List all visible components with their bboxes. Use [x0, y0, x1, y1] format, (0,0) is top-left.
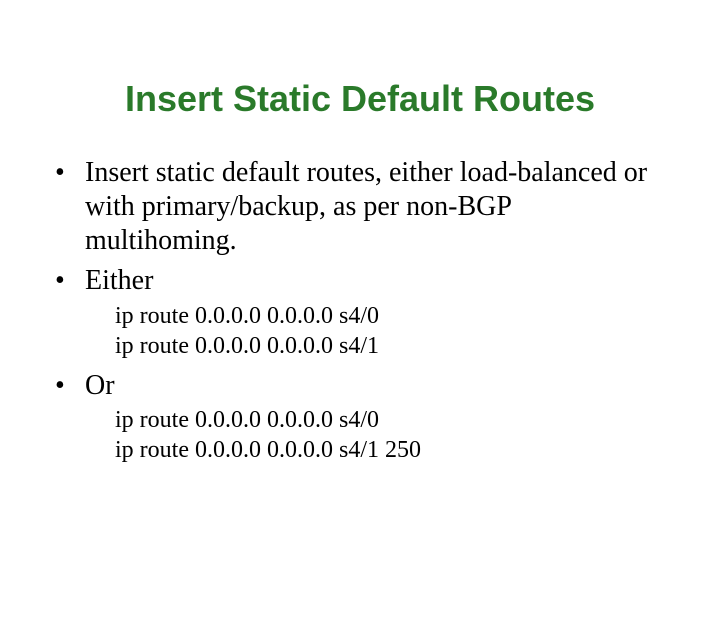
- code-line: ip route 0.0.0.0 0.0.0.0 s4/0: [115, 301, 665, 331]
- slide: Insert Static Default Routes Insert stat…: [0, 78, 720, 618]
- sub-block: ip route 0.0.0.0 0.0.0.0 s4/0 ip route 0…: [85, 301, 665, 361]
- code-line: ip route 0.0.0.0 0.0.0.0 s4/0: [115, 405, 665, 435]
- code-line: ip route 0.0.0.0 0.0.0.0 s4/1: [115, 331, 665, 361]
- code-line: ip route 0.0.0.0 0.0.0.0 s4/1 250: [115, 435, 665, 465]
- sub-block: ip route 0.0.0.0 0.0.0.0 s4/0 ip route 0…: [85, 405, 665, 465]
- list-item: Either ip route 0.0.0.0 0.0.0.0 s4/0 ip …: [55, 264, 665, 360]
- slide-content: Insert static default routes, either loa…: [0, 156, 720, 465]
- list-item: Or ip route 0.0.0.0 0.0.0.0 s4/0 ip rout…: [55, 369, 665, 465]
- slide-title: Insert Static Default Routes: [0, 78, 720, 120]
- list-item: Insert static default routes, either loa…: [55, 156, 665, 258]
- bullet-text: Or: [85, 370, 115, 401]
- bullet-text: Either: [85, 265, 153, 296]
- bullet-text: Insert static default routes, either loa…: [85, 157, 647, 256]
- bullet-list: Insert static default routes, either loa…: [55, 156, 665, 465]
